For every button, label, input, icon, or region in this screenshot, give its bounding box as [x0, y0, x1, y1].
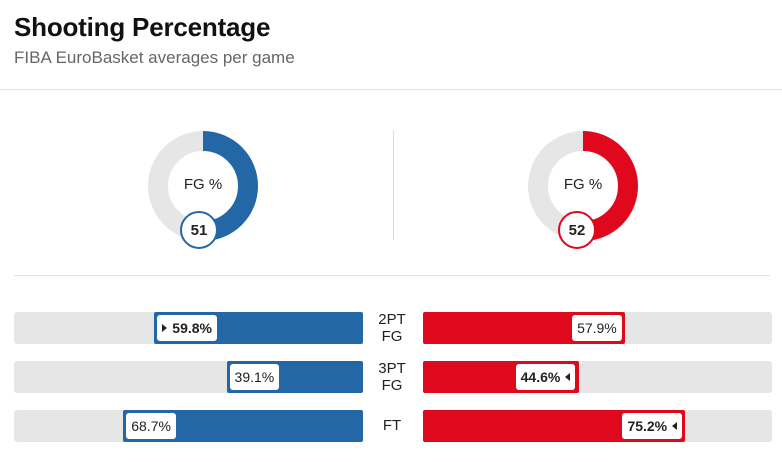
stat-label-line1: FT [382, 417, 402, 434]
team-b-value-text: 44.6% [520, 369, 561, 385]
stat-label: FT [368, 417, 416, 434]
team-b-value-text: 75.2% [627, 418, 668, 434]
team-b-fg-donut: FG % 52 [527, 130, 639, 254]
header-divider [0, 89, 782, 90]
team-b-value: 57.9% [572, 315, 622, 341]
team-b-value-text: 57.9% [577, 320, 617, 336]
donut-label: FG % [183, 176, 223, 193]
chart-subtitle: FIBA EuroBasket averages per game [14, 48, 295, 67]
team-a-value-text: 68.7% [131, 418, 171, 434]
team-b-value: 44.6% [515, 364, 576, 390]
donut-value-badge: 52 [558, 211, 596, 249]
team-a-value: 39.1% [229, 364, 280, 390]
stat-label-line1: 3PT [378, 360, 406, 377]
section-divider [14, 275, 770, 276]
stat-label: 3PT FG [368, 360, 416, 394]
stat-label-line2: FG [381, 377, 403, 394]
team-a-fg-donut: FG % 51 [147, 130, 259, 254]
stat-label: 2PT FG [368, 311, 416, 345]
stat-label-line1: 2PT [378, 311, 406, 328]
team-a-value-text: 59.8% [172, 320, 212, 336]
team-a-value-text: 39.1% [234, 369, 275, 385]
donut-label: FG % [563, 176, 603, 193]
stat-label-line2: FG [381, 328, 403, 345]
team-b-value: 75.2% [622, 413, 683, 439]
leader-arrow-icon [565, 373, 571, 381]
chart-title: Shooting Percentage [14, 12, 271, 42]
leader-arrow-icon [672, 422, 678, 430]
leader-arrow-icon [162, 324, 168, 332]
donut-value-badge: 51 [180, 211, 218, 249]
team-separator [393, 130, 394, 240]
team-a-value: 59.8% [157, 315, 217, 341]
team-a-value: 68.7% [126, 413, 176, 439]
